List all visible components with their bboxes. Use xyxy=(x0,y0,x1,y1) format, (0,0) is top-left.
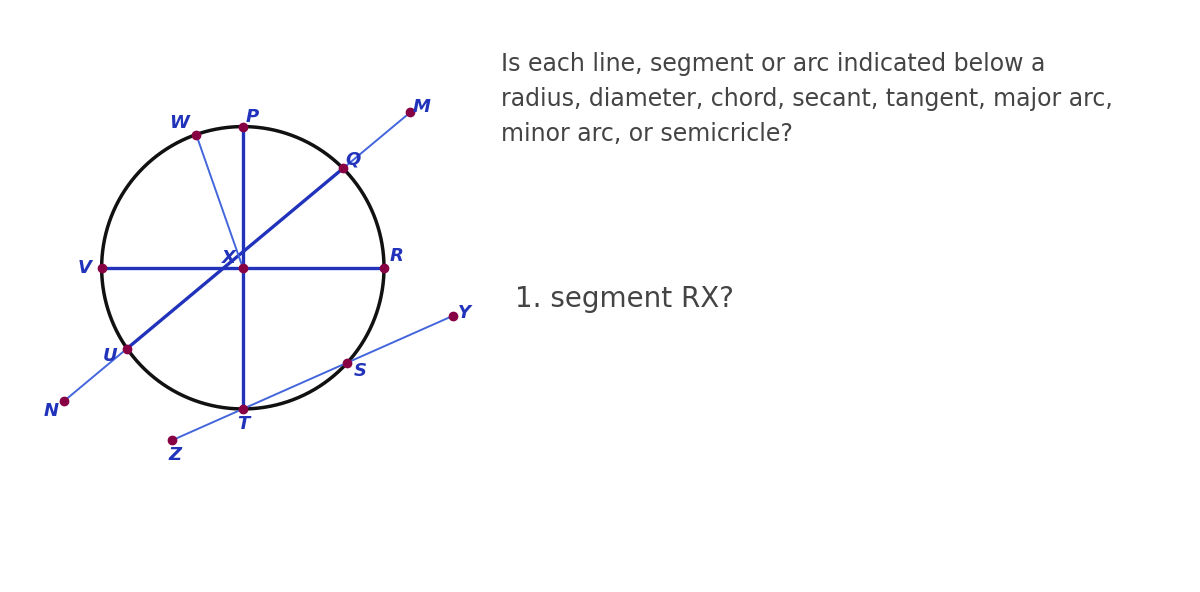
Text: W: W xyxy=(169,114,190,133)
Text: Q: Q xyxy=(346,151,360,169)
Text: S: S xyxy=(354,362,366,380)
Text: Y: Y xyxy=(458,304,470,322)
Text: N: N xyxy=(44,402,59,420)
Text: Is each line, segment or arc indicated below a
radius, diameter, chord, secant, : Is each line, segment or arc indicated b… xyxy=(500,52,1112,146)
Text: M: M xyxy=(413,98,431,115)
Text: V: V xyxy=(78,259,91,277)
Text: R: R xyxy=(390,247,403,265)
Text: T: T xyxy=(236,416,248,433)
Text: Z: Z xyxy=(168,446,181,464)
Text: P: P xyxy=(246,108,259,126)
Text: U: U xyxy=(103,346,118,365)
Text: X: X xyxy=(222,249,235,267)
Text: 1. segment RX?: 1. segment RX? xyxy=(515,285,734,313)
